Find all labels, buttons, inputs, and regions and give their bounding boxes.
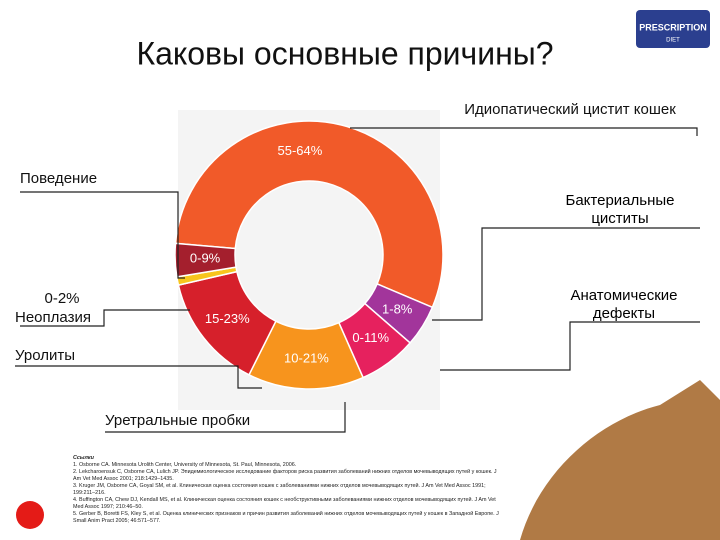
donut-slice — [174, 242, 237, 278]
references: Ссылки 1. Osborne CA. Minnesota Urolith … — [73, 455, 503, 525]
reference: 4. Buffington CA, Chew DJ, Kendall MS, e… — [73, 497, 496, 510]
callout-label: Анатомические дефекты — [570, 287, 678, 322]
leader-line — [432, 227, 700, 321]
leader-line — [105, 402, 346, 433]
callout-label: Неоплазия — [15, 309, 91, 326]
references-heading: Ссылки — [73, 455, 94, 461]
leader-line — [15, 365, 262, 389]
callout-label: Уретральные пробки — [105, 412, 250, 429]
callout-label: Бактериальные циститы — [565, 192, 675, 227]
callout-label: Идиопатический цистит кошек — [464, 101, 676, 118]
red-dot — [16, 501, 44, 529]
reference: 2. Lekcharoensuk C, Osborne CA, Lulich J… — [73, 469, 497, 482]
slice-label: 15-23% — [205, 311, 250, 326]
donut-slice — [174, 120, 444, 309]
chart-title: Каковы основные причины? — [136, 35, 553, 71]
slice-label: 10-21% — [284, 350, 329, 365]
slice-label: 0-11% — [352, 330, 389, 345]
logo — [636, 10, 710, 48]
reference: 3. Kruger JM, Osborne CA, Goyal SM, et a… — [73, 483, 486, 496]
logo-text: DIET — [666, 38, 680, 44]
callout-label: Уролиты — [15, 347, 75, 364]
cat-illustration — [520, 380, 720, 540]
slice-label: 0-9% — [190, 250, 221, 265]
reference: 1. Osborne CA. Minnesota Urolith Center,… — [73, 462, 297, 468]
leader-line — [440, 321, 700, 371]
slice-label: 55-64% — [278, 143, 323, 158]
logo-text: PRESCRIPTION — [639, 22, 707, 32]
reference: 5. Gerber B, Boretti FS, Kley S, et al. … — [73, 511, 499, 524]
slice-label: 1-8% — [382, 302, 413, 317]
leader-line — [350, 127, 698, 136]
callout-label: Поведение — [20, 170, 97, 187]
leader-line — [20, 309, 190, 327]
callout-label: 0-2% — [44, 290, 79, 307]
leader-line — [20, 191, 185, 279]
